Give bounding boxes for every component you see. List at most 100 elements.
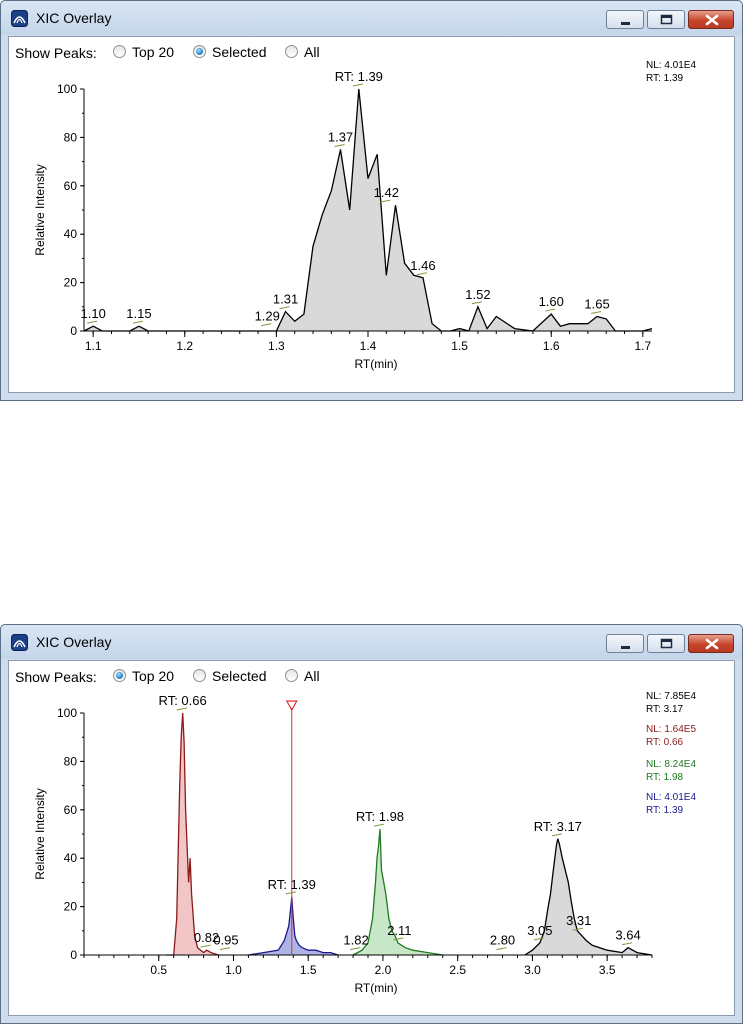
peak-label-tick xyxy=(373,823,385,827)
close-button[interactable] xyxy=(688,10,734,29)
legend-nl: NL: 4.01E4 xyxy=(646,792,697,803)
legend-rt: RT: 0.66 xyxy=(646,737,684,748)
legend-nl: NL: 1.64E5 xyxy=(646,724,697,735)
close-icon xyxy=(705,14,719,26)
peak-label: 1.65 xyxy=(584,296,609,311)
minimize-button[interactable] xyxy=(606,634,644,653)
window-title: XIC Overlay xyxy=(36,10,112,26)
peak-label: 1.10 xyxy=(81,306,106,321)
peak-label-tick xyxy=(496,947,507,951)
y-tick-label: 100 xyxy=(57,82,77,96)
legend-entry: NL: 7.85E4 RT: 3.17 xyxy=(646,690,696,716)
series-area xyxy=(166,713,219,955)
series-line xyxy=(524,838,653,956)
radio-top20[interactable] xyxy=(113,669,126,682)
radio-all-label: All xyxy=(304,44,320,60)
legend-nl: NL: 8.24E4 xyxy=(646,759,697,770)
peak-label: RT: 1.39 xyxy=(335,69,383,84)
peak-label: 1.15 xyxy=(126,306,151,321)
peak-label-tick xyxy=(471,301,483,305)
close-icon xyxy=(705,638,719,650)
maximize-button[interactable] xyxy=(647,10,685,29)
x-tick-label: 0.5 xyxy=(150,963,167,977)
x-tick-label: 1.5 xyxy=(300,963,317,977)
y-tick-label: 0 xyxy=(70,324,77,338)
peak-label-tick xyxy=(380,199,391,203)
y-tick-label: 80 xyxy=(64,130,78,144)
app-logo-icon xyxy=(11,10,28,27)
y-tick-label: 80 xyxy=(64,754,78,768)
peak-label-tick xyxy=(176,707,187,711)
radio-selected[interactable] xyxy=(193,45,206,58)
peak-label: RT: 3.17 xyxy=(534,819,582,834)
y-tick-label: 60 xyxy=(64,803,78,817)
peak-label: 1.31 xyxy=(273,292,298,307)
peak-label: 3.05 xyxy=(527,923,552,938)
peak-label-tick xyxy=(334,144,345,147)
legend-rt: RT: 1.98 xyxy=(646,772,684,783)
x-tick-label: 3.5 xyxy=(599,963,616,977)
peak-label: 1.42 xyxy=(374,185,399,200)
radio-top20-label: Top 20 xyxy=(132,44,175,60)
x-tick-label: 1.7 xyxy=(634,339,651,353)
x-tick-label: 2.5 xyxy=(449,963,466,977)
peak-label: 2.11 xyxy=(387,923,411,938)
peak-label: 1.29 xyxy=(255,309,280,324)
peak-label: 0.95 xyxy=(213,933,238,948)
legend-entry: NL: 4.01E4 RT: 1.39 xyxy=(646,59,696,85)
radio-all[interactable] xyxy=(285,45,298,58)
series-area xyxy=(524,838,652,955)
peak-label-tick xyxy=(545,308,556,312)
x-tick-label: 2.0 xyxy=(375,963,392,977)
radio-selected-label: Selected xyxy=(212,668,267,684)
peak-label: 1.52 xyxy=(465,287,490,302)
minimize-icon xyxy=(621,22,630,25)
peak-label-tick xyxy=(200,944,211,948)
radio-all[interactable] xyxy=(285,669,298,682)
radio-selected-label: Selected xyxy=(212,44,267,60)
chart-panel: Show Peaks: Top 20 Selected All 0 20 40 60 8… xyxy=(8,660,735,1016)
peak-label-tick xyxy=(572,927,583,931)
peak-label-tick xyxy=(132,320,144,324)
minimize-button[interactable] xyxy=(606,10,644,29)
close-button[interactable] xyxy=(688,634,734,653)
maximize-icon xyxy=(660,14,673,25)
peak-label-tick xyxy=(349,947,361,951)
xic-overlay-window-2: XIC Overlay Show Peaks: Top 20 Selected … xyxy=(0,624,743,1024)
legend-entry: NL: 8.24E4 RT: 1.98 xyxy=(646,758,696,784)
y-tick-label: 20 xyxy=(64,276,78,290)
title-bar[interactable]: XIC Overlay xyxy=(1,625,742,659)
radio-top20[interactable] xyxy=(113,45,126,58)
peak-label: RT: 1.98 xyxy=(356,809,404,824)
chart-panel: Show Peaks: Top 20 Selected All 0 20 40 60 8… xyxy=(8,36,735,393)
x-tick-label: 1.2 xyxy=(176,339,193,353)
peak-label-tick xyxy=(279,306,290,310)
xic-chart[interactable]: 0 20 40 60 80 100 0.5 1.0 1.5 2.0 2.5 3.0 3.5 RT(min)… xyxy=(9,661,734,1018)
show-peaks-label: Show Peaks: xyxy=(15,45,97,61)
y-tick-label: 0 xyxy=(70,948,77,962)
series-area xyxy=(353,829,443,955)
peak-label-tick xyxy=(551,833,562,837)
title-bar[interactable]: XIC Overlay xyxy=(1,1,742,35)
radio-top20-label: Top 20 xyxy=(132,668,175,684)
peak-label: RT: 0.66 xyxy=(159,693,207,708)
peak-label: RT: 1.39 xyxy=(268,877,316,892)
x-tick-label: 3.0 xyxy=(524,963,541,977)
x-tick-label: 1.1 xyxy=(85,339,102,353)
peak-label: 1.46 xyxy=(410,258,435,273)
legend-rt: RT: 1.39 xyxy=(646,805,684,816)
radio-selected[interactable] xyxy=(193,669,206,682)
y-tick-label: 40 xyxy=(64,227,78,241)
legend-entry: NL: 4.01E4 RT: 1.39 xyxy=(646,791,696,817)
peak-label-tick xyxy=(416,272,428,276)
rt-marker-triangle-icon xyxy=(285,700,298,712)
x-tick-label: 1.6 xyxy=(543,339,560,353)
legend-nl: NL: 7.85E4 xyxy=(646,691,697,702)
xic-chart[interactable]: 0 20 40 60 80 100 1.1 1.2 1.3 1.4 1.5 1.6 1.7 RT(min)… xyxy=(9,37,734,394)
maximize-button[interactable] xyxy=(647,634,685,653)
peak-label-tick xyxy=(533,937,544,941)
y-axis-title: Relative Intensity xyxy=(33,164,47,255)
series-line xyxy=(352,829,443,956)
y-tick-label: 40 xyxy=(64,851,78,865)
app-logo-icon xyxy=(11,634,28,651)
